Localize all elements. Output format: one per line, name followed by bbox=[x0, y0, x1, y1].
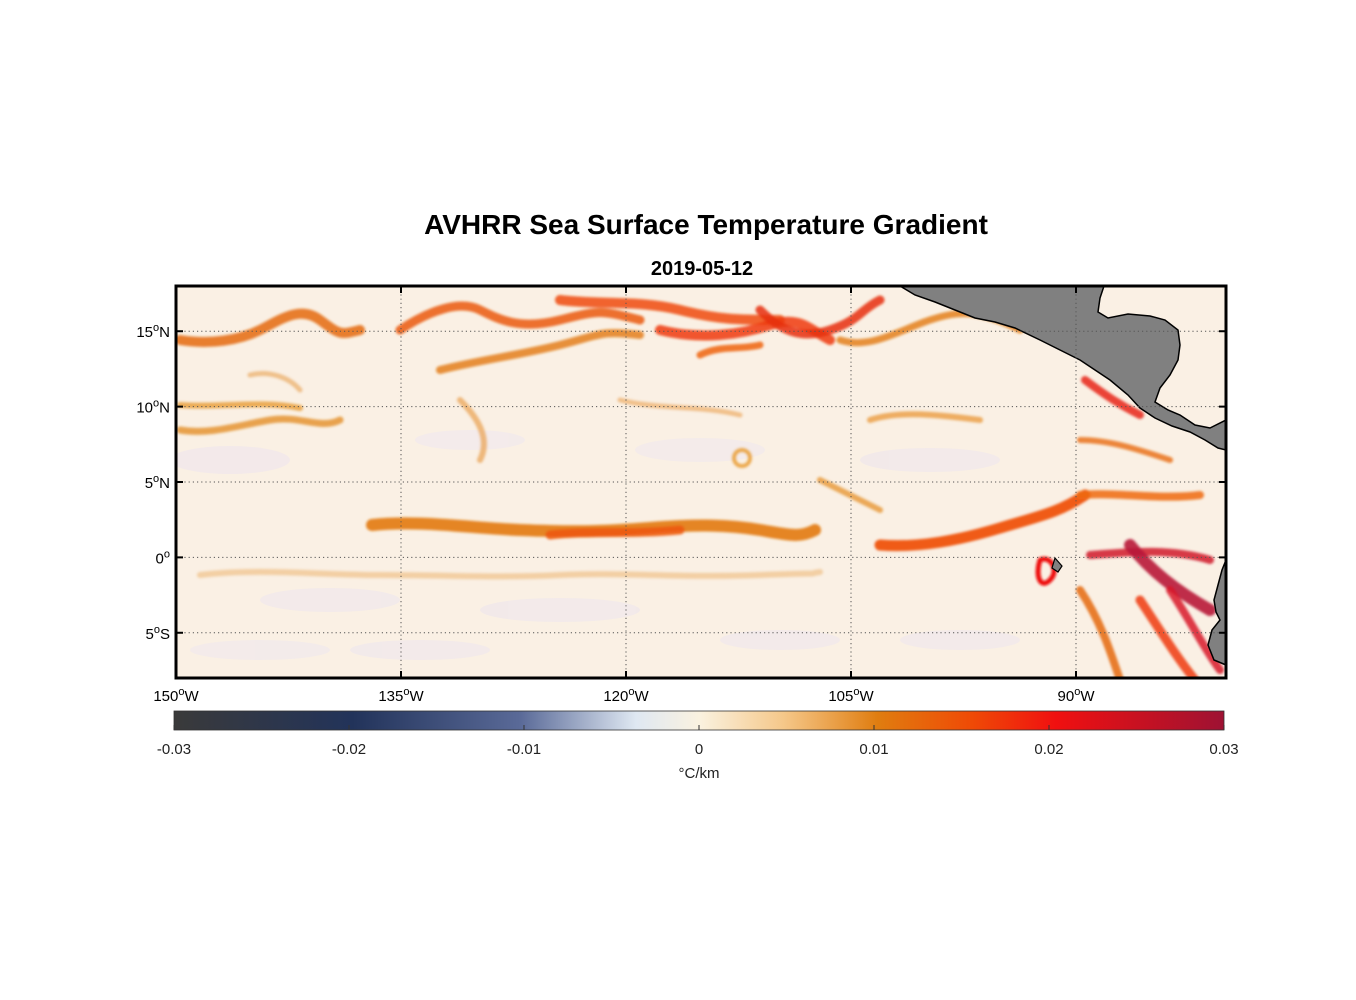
colorbar: -0.03 -0.02 -0.01 0 0.01 0.02 0.03 °C/km bbox=[157, 710, 1239, 782]
land bbox=[898, 286, 1226, 666]
colorbar-tick-label: 0 bbox=[695, 741, 703, 758]
colorbar-tick-label: 0.03 bbox=[1209, 741, 1238, 758]
lon-tick-label: 150oW bbox=[153, 686, 199, 705]
chart-subtitle: 2019-05-12 bbox=[651, 258, 753, 280]
colorbar-unit-label: °C/km bbox=[679, 765, 720, 782]
eddy-ring bbox=[732, 448, 752, 468]
colorbar-tick-label: -0.03 bbox=[157, 741, 191, 758]
lat-tick-label: 15oN bbox=[136, 322, 170, 341]
front-15n-west bbox=[176, 308, 365, 347]
colorbar-ticks: -0.03 -0.02 -0.01 0 0.01 0.02 0.03 bbox=[157, 725, 1239, 758]
lon-tick-label: 90oW bbox=[1058, 686, 1096, 705]
colorbar-tick-label: 0.02 bbox=[1034, 741, 1063, 758]
colorbar-tick-label: -0.02 bbox=[332, 741, 366, 758]
lat-tick-label: 0o bbox=[156, 548, 170, 567]
equatorial-front-east bbox=[874, 489, 1091, 552]
colorbar-tick-label: 0.01 bbox=[859, 741, 888, 758]
lon-tick-label: 135oW bbox=[378, 686, 424, 705]
central-america bbox=[898, 286, 1226, 451]
south-america bbox=[1207, 559, 1226, 666]
latitude-axis: 15oN 10oN 5oN 0o 5oS bbox=[136, 322, 1226, 643]
lat-tick-label: 5oN bbox=[145, 473, 170, 492]
lon-tick-label: 120oW bbox=[603, 686, 649, 705]
lat-tick-label: 10oN bbox=[136, 398, 170, 417]
chart-title: AVHRR Sea Surface Temperature Gradient bbox=[424, 209, 988, 240]
colorbar-tick-label: -0.01 bbox=[507, 741, 541, 758]
lat-tick-label: 5oS bbox=[146, 624, 170, 643]
galapagos bbox=[1051, 556, 1063, 573]
gridlines bbox=[176, 286, 1226, 678]
lon-tick-label: 105oW bbox=[828, 686, 874, 705]
map-area bbox=[176, 286, 1226, 678]
longitude-axis: 150oW 135oW 120oW 105oW 90oW bbox=[153, 286, 1095, 705]
